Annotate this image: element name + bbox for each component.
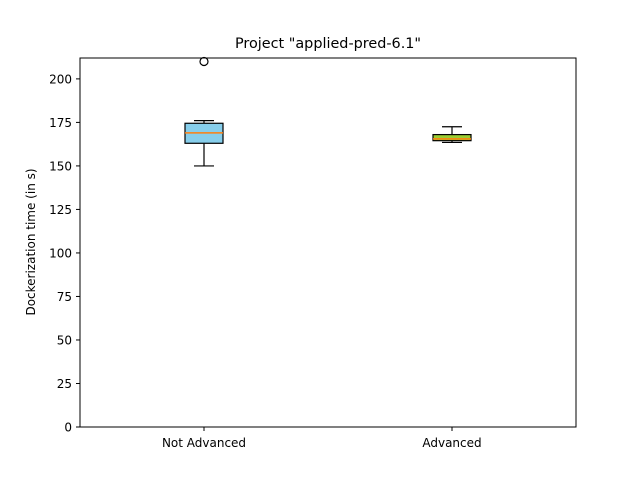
chart-title: Project "applied-pred-6.1" [235,36,421,52]
x-tick-label: Not Advanced [162,436,246,450]
y-tick-label: 25 [57,377,72,391]
y-tick-label: 175 [49,116,72,130]
y-tick-label: 50 [57,333,72,347]
box-iqr [432,133,472,142]
y-tick-label: 125 [49,203,72,217]
plot-layer: 0 25 50 75 100 125 150 175 200 Not Advanced Advanc… [49,56,482,450]
y-tick-label: 0 [64,421,72,435]
y-tick-label: 75 [57,290,72,304]
y-tick-label: 150 [49,159,72,173]
y-axis-label: Dockerization time (in s) [24,168,38,315]
plot-area-frame [79,57,577,428]
outlier-point [199,56,209,67]
y-tick-label: 100 [49,246,72,260]
x-tick-label: Advanced [422,436,481,450]
y-tick-label: 200 [49,72,72,86]
